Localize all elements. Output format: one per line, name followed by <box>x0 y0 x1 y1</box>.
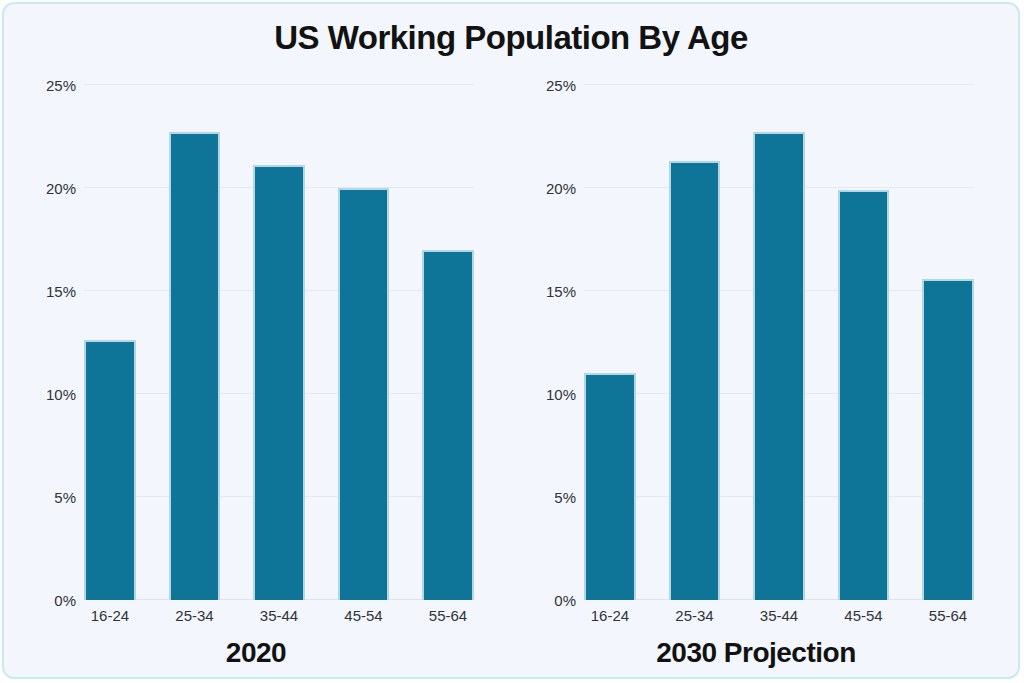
y-axis-tick-label: 5% <box>54 489 76 506</box>
bar-25-34 <box>169 132 221 600</box>
chart-2020: 0%5%10%15%20%25% 16-2425-3435-4445-5455-… <box>38 85 474 668</box>
x-axis-tick-label: 55-64 <box>429 600 467 624</box>
chart-2030-y-axis: 0%5%10%15%20%25% <box>538 85 584 600</box>
chart-2030-plot-area: 16-2425-3435-4445-5455-64 <box>584 85 974 600</box>
bar-35-44 <box>753 132 805 600</box>
y-axis-tick-label: 10% <box>546 386 576 403</box>
chart-2020-plot-area: 16-2425-3435-4445-5455-64 <box>84 85 474 600</box>
chart-card: US Working Population By Age 0% 5% 10% 15% 2… <box>2 2 1020 679</box>
bar-16-24 <box>584 373 636 600</box>
bar-16-24 <box>84 340 136 600</box>
x-axis-tick-label: 55-64 <box>929 600 967 624</box>
chart-2020-y-axis: 0%5%10%15%20%25% <box>38 85 84 600</box>
chart-title: US Working Population By Age <box>4 16 1018 60</box>
bar-25-34 <box>669 161 721 600</box>
y-axis-tick-label: 25% <box>46 77 76 94</box>
y-axis-tick-label: 0% <box>54 592 76 609</box>
x-axis-tick-label: 25-34 <box>675 600 713 624</box>
chart-2030: 0%5%10%15%20%25% 16-2425-3435-4445-5455-… <box>538 85 974 668</box>
chart-2030-body: 0%5%10%15%20%25% 16-2425-3435-4445-5455-… <box>538 85 974 600</box>
y-axis-tick-label: 20% <box>546 180 576 197</box>
gridline <box>584 84 974 85</box>
x-axis-tick-label: 16-24 <box>591 600 629 624</box>
charts-row: 0%5%10%15%20%25% 16-2425-3435-4445-5455-… <box>4 85 1018 668</box>
y-axis-tick-label: 15% <box>546 283 576 300</box>
x-axis-tick-label: 16-24 <box>91 600 129 624</box>
x-axis-tick-label: 45-54 <box>344 600 382 624</box>
x-axis-tick-label: 45-54 <box>844 600 882 624</box>
bar-45-54 <box>338 188 390 600</box>
y-axis-tick-label: 0% <box>554 592 576 609</box>
x-axis-tick-label: 25-34 <box>175 600 213 624</box>
chart-2030-subtitle: 2030 Projection <box>538 638 974 668</box>
x-axis-tick-label: 35-44 <box>760 600 798 624</box>
y-axis-tick-label: 25% <box>546 77 576 94</box>
chart-2020-subtitle: 2020 <box>38 638 474 668</box>
chart-2020-body: 0%5%10%15%20%25% 16-2425-3435-4445-5455-… <box>38 85 474 600</box>
gridline <box>84 84 474 85</box>
x-axis-tick-label: 35-44 <box>260 600 298 624</box>
y-axis-tick-label: 10% <box>46 386 76 403</box>
y-axis-tick-label: 5% <box>554 489 576 506</box>
bar-55-64 <box>922 279 974 600</box>
y-axis-tick-label: 20% <box>46 180 76 197</box>
bar-55-64 <box>422 250 474 600</box>
y-axis-tick-label: 15% <box>46 283 76 300</box>
bar-45-54 <box>838 190 890 600</box>
bar-35-44 <box>253 165 305 600</box>
